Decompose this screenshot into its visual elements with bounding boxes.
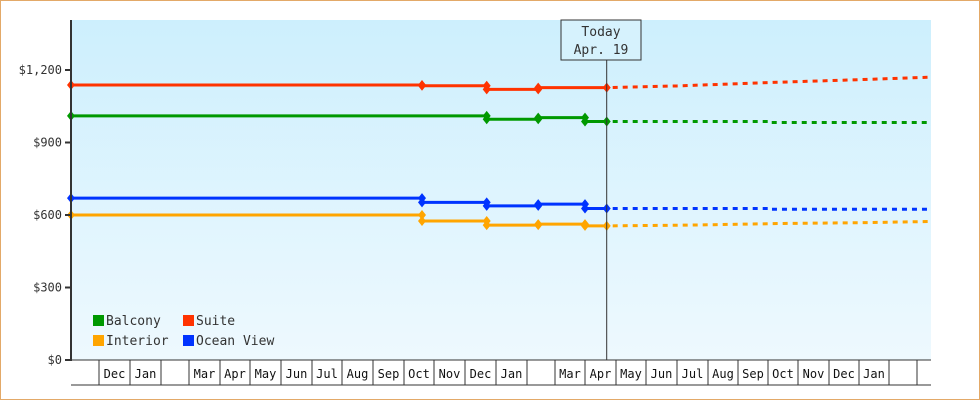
data-point-marker[interactable] (581, 220, 589, 231)
y-tick-label: $300 (33, 281, 62, 295)
x-tick-label: Dec (833, 367, 855, 381)
y-tick-label: $900 (33, 136, 62, 150)
x-tick-label: Mar (194, 367, 216, 381)
today-label-box (560, 19, 642, 61)
x-tick-label: Jun (651, 367, 673, 381)
data-point-marker[interactable] (418, 216, 426, 227)
legend-item-interior[interactable]: Interior (93, 334, 169, 349)
legend: Balcony Suite Interior Ocean View (93, 314, 274, 349)
today-label: Today (581, 25, 620, 40)
legend-label: Ocean View (196, 334, 274, 349)
x-tick-label: Mar (559, 367, 581, 381)
legend-label: Balcony (106, 314, 161, 329)
series-layer (67, 75, 929, 231)
data-point-marker[interactable] (418, 210, 426, 220)
x-axis: Dec Jan Mar Apr May Jun Jul Aug Sep Oct Nov Dec Jan M… (71, 359, 931, 386)
data-point-marker[interactable] (534, 219, 543, 230)
x-tick-label: Nov (803, 367, 825, 381)
data-point-marker[interactable] (482, 84, 491, 95)
x-tick-label: Apr (590, 367, 612, 381)
legend-swatch (93, 315, 104, 326)
today-date: Apr. 19 (574, 43, 629, 58)
y-tick-label: $0 (48, 353, 62, 367)
x-tick-label: Sep (378, 367, 400, 381)
data-point-marker[interactable] (581, 116, 589, 127)
legend-swatch (93, 335, 104, 346)
x-tick-label: Aug (712, 367, 734, 381)
data-point-marker[interactable] (482, 200, 491, 211)
legend-item-ocean-view[interactable]: Ocean View (183, 334, 274, 349)
forecast-line (606, 75, 929, 90)
y-tick-label: $1,200 (19, 63, 62, 77)
x-tick-label: Nov (439, 367, 461, 381)
x-tick-label: Sep (742, 367, 764, 381)
y-axis-ticks: $0 $300 $600 $900 $1,200 (19, 63, 71, 367)
legend-item-suite[interactable]: Suite (183, 314, 235, 329)
x-tick-label: Oct (408, 367, 430, 381)
plot-area (71, 20, 931, 360)
y-tick-label: $600 (33, 208, 62, 222)
legend-item-balcony[interactable]: Balcony (93, 314, 161, 329)
x-tick-label: Oct (772, 367, 794, 381)
legend-swatch (183, 335, 194, 346)
data-point-marker[interactable] (482, 114, 491, 125)
series-balcony (67, 110, 929, 127)
series-ocean-view (67, 193, 929, 214)
legend-label: Interior (106, 334, 169, 349)
series-suite (67, 75, 929, 95)
x-tick-label: Jan (135, 367, 157, 381)
x-tick-label: Apr (224, 367, 246, 381)
data-point-marker[interactable] (534, 199, 543, 210)
forecast-line (606, 220, 929, 228)
x-tick-label: May (620, 367, 642, 381)
x-tick-label: Jan (863, 367, 885, 381)
data-point-marker[interactable] (482, 220, 491, 231)
x-tick-label: Aug (347, 367, 369, 381)
legend-label: Suite (196, 314, 235, 329)
x-tick-label: Jan (501, 367, 523, 381)
data-point-marker[interactable] (418, 80, 426, 91)
x-tick-label: Dec (470, 367, 492, 381)
data-point-marker[interactable] (534, 82, 543, 93)
data-point-marker[interactable] (534, 112, 543, 123)
today-marker: Today Apr. 19 (560, 19, 642, 360)
x-tick-label: Jul (682, 367, 704, 381)
x-tick-label: Jun (286, 367, 308, 381)
forecast-line (606, 119, 929, 124)
forecast-line (606, 206, 929, 211)
series-interior (67, 210, 929, 231)
legend-swatch (183, 315, 194, 326)
x-tick-label: May (255, 367, 277, 381)
data-point-marker[interactable] (418, 197, 426, 208)
x-tick-label: Dec (104, 367, 126, 381)
data-point-marker[interactable] (581, 203, 589, 214)
x-tick-label: Jul (316, 367, 338, 381)
